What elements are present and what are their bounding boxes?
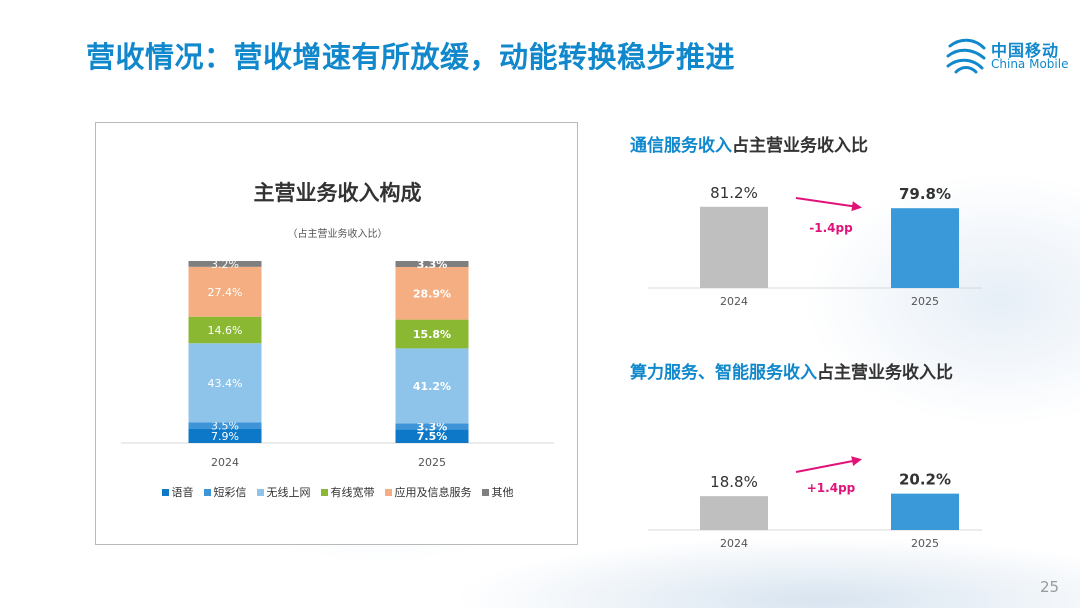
trend-arrow-head: [851, 456, 862, 467]
x-tick-label: 2024: [720, 295, 748, 308]
comparison-bar: [891, 493, 959, 530]
legend-item: 短彩信: [203, 484, 247, 500]
legend-label: 应用及信息服务: [394, 486, 472, 499]
legend-swatch: [481, 488, 489, 496]
bar-segment: [395, 429, 469, 443]
legend-swatch: [161, 488, 169, 496]
compute-services-title-highlight: 算力服务、智能服务收入: [630, 363, 817, 383]
stacked-chart-title: 主营业务收入构成: [253, 181, 422, 205]
logo-mark-icon: [946, 38, 986, 74]
bar-value-label: 81.2%: [710, 184, 758, 202]
bar-segment: [395, 423, 469, 430]
legend-label: 语音: [171, 486, 194, 499]
x-tick-label: 2025: [418, 456, 446, 469]
legend-label: 有线宽带: [330, 486, 375, 499]
trend-arrow-head: [851, 201, 862, 212]
legend-item: 有线宽带: [320, 484, 375, 500]
trend-arrow-line: [795, 459, 859, 473]
logo-chinese-text: 中国移动: [991, 41, 1060, 60]
segment-label: 15.8%: [413, 328, 451, 341]
legend-label: 其他: [491, 486, 514, 499]
comm-services-title: 通信服务收入占主营业务收入比: [630, 131, 868, 156]
bar-segment: [188, 422, 262, 429]
bar-value-label: 18.8%: [710, 473, 758, 491]
segment-label: 3.3%: [417, 420, 448, 433]
legend-swatch: [203, 488, 211, 496]
x-tick-label: 2024: [211, 456, 239, 469]
x-tick-label: 2024: [720, 537, 748, 550]
bar-segment: [188, 428, 262, 443]
change-label: -1.4pp: [809, 221, 853, 235]
segment-label: 7.9%: [211, 430, 239, 443]
legend-swatch: [256, 488, 264, 496]
bar-value-label: 20.2%: [899, 471, 951, 489]
stacked-bar-chart: 7.9%3.5%43.4%14.6%27.4%3.2%20247.5%3.3%4…: [121, 258, 554, 469]
x-tick-label: 2025: [911, 537, 939, 550]
comparison-bar: [891, 208, 959, 288]
legend-item: 其他: [481, 484, 514, 500]
legend-label: 无线上网: [266, 486, 311, 499]
legend-item: 无线上网: [256, 484, 311, 500]
logo-english-text: China Mobile: [991, 57, 1069, 71]
comm-services-title-rest: 占主营业务收入比: [732, 136, 868, 156]
legend-item: 语音: [161, 484, 194, 500]
bar-segment: [395, 267, 469, 320]
legend-swatch: [384, 488, 392, 496]
segment-label: 3.2%: [211, 258, 239, 271]
china-mobile-logo: 中国移动 China Mobile: [944, 36, 1068, 76]
bar-value-label: 79.8%: [899, 185, 951, 203]
compute-services-title-rest: 占主营业务收入比: [817, 363, 953, 383]
page-title: 营收情况：营收增速有所放缓，动能转换稳步推进: [86, 40, 736, 74]
bar-segment: [188, 266, 262, 317]
comm-services-chart: 81.2% 2024 79.8% 2025 -1.4pp: [648, 184, 982, 308]
bar-segment: [395, 261, 469, 268]
change-label: +1.4pp: [807, 481, 856, 495]
legend-item: 应用及信息服务: [384, 484, 472, 500]
bar-segment: [395, 348, 469, 424]
comparison-bar: [700, 206, 768, 288]
comm-services-title-highlight: 通信服务收入: [630, 136, 732, 156]
stacked-chart-subtitle: （占主营业务收入比）: [287, 229, 388, 240]
segment-label: 28.9%: [413, 287, 451, 300]
page-number: 25: [1040, 578, 1060, 596]
bar-segment: [188, 343, 262, 423]
segment-label: 7.5%: [417, 430, 448, 443]
bar-segment: [188, 261, 262, 267]
revenue-composition-panel: 主营业务收入构成 （占主营业务收入比） 7.9% 3.5% 43.4% 14.6% 27…: [95, 122, 578, 545]
trend-arrow-line: [795, 197, 859, 208]
chart-legend: 语音 短彩信 无线上网 有线宽带 应用及信息服务 其他: [96, 484, 579, 500]
bar-segment: [188, 316, 262, 344]
segment-label: 27.4%: [208, 286, 243, 299]
comparison-bar: [700, 496, 768, 530]
segment-label: 43.4%: [208, 377, 243, 390]
segment-label: 3.3%: [417, 258, 448, 271]
segment-label: 41.2%: [413, 380, 451, 393]
x-tick-label: 2025: [911, 295, 939, 308]
legend-label: 短彩信: [213, 486, 247, 499]
legend-swatch: [320, 488, 328, 496]
compute-services-title: 算力服务、智能服务收入占主营业务收入比: [630, 358, 953, 383]
compute-services-chart: 18.8% 2024 20.2% 2025 +1.4pp: [648, 456, 982, 550]
segment-label: 14.6%: [208, 324, 243, 337]
segment-label: 3.5%: [211, 419, 239, 432]
bar-segment: [395, 319, 469, 349]
